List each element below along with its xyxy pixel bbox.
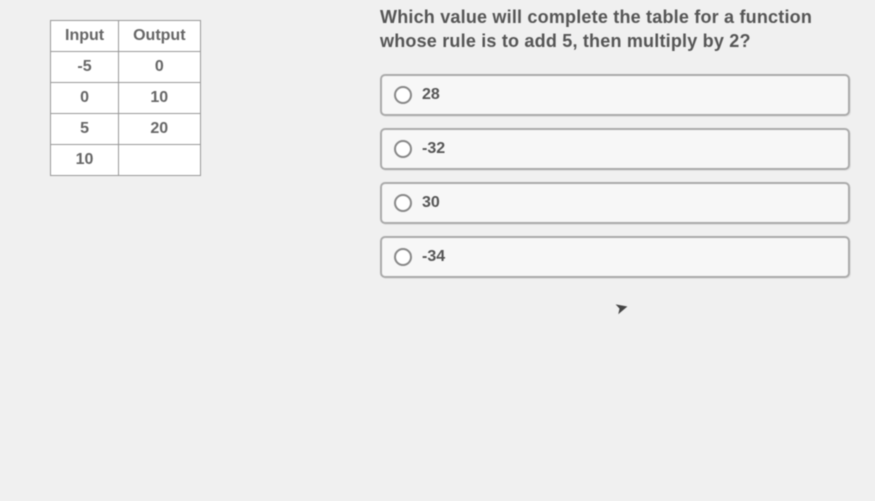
table-row: 5 20 [51,114,201,145]
header-input: Input [51,21,119,52]
cell-output [119,145,200,176]
cursor-icon: ➤ [613,297,631,320]
option-1[interactable]: -32 [380,128,850,170]
cell-output: 0 [119,52,200,83]
question-panel: Which value will complete the table for … [380,5,850,290]
radio-icon[interactable] [394,194,412,212]
table-header-row: Input Output [51,21,201,52]
option-0[interactable]: 28 [380,74,850,116]
header-output: Output [119,21,200,52]
option-label: 30 [422,194,440,212]
io-table: Input Output -5 0 0 10 5 20 10 [50,20,201,176]
radio-icon[interactable] [394,140,412,158]
cell-input: 10 [51,145,119,176]
question-text: Which value will complete the table for … [380,5,850,54]
table-row: -5 0 [51,52,201,83]
option-2[interactable]: 30 [380,182,850,224]
cell-input: -5 [51,52,119,83]
option-label: -34 [422,248,445,266]
cell-input: 0 [51,83,119,114]
cell-input: 5 [51,114,119,145]
radio-icon[interactable] [394,86,412,104]
table-row: 0 10 [51,83,201,114]
option-3[interactable]: -34 [380,236,850,278]
radio-icon[interactable] [394,248,412,266]
option-label: -32 [422,140,445,158]
table-panel: Input Output -5 0 0 10 5 20 10 [50,20,201,176]
option-label: 28 [422,86,440,104]
cell-output: 20 [119,114,200,145]
cell-output: 10 [119,83,200,114]
table-row: 10 [51,145,201,176]
